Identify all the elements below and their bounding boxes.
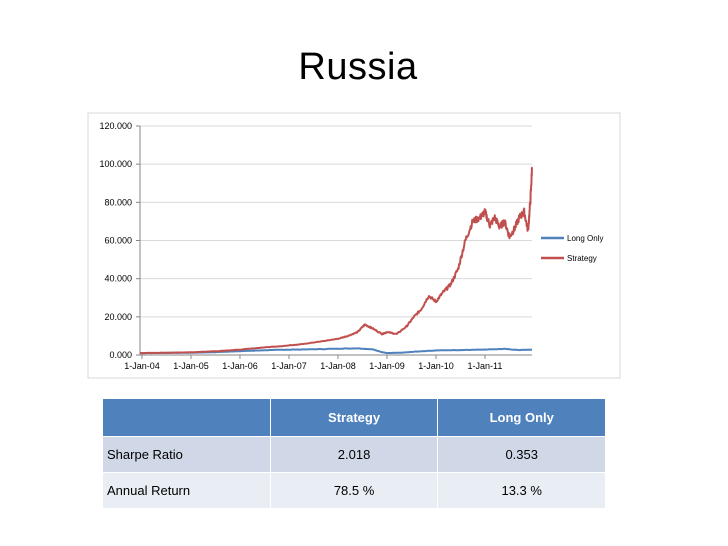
y-tick-label: 80.000 bbox=[104, 197, 132, 207]
legend-label: Long Only bbox=[567, 234, 603, 243]
chart-legend: Long Only Strategy bbox=[541, 234, 603, 263]
y-axis-ticks: 0.000 20.000 40.000 60.000 80.000 100.000 120.… bbox=[99, 121, 532, 360]
x-tick-label: 1-Jan-04 bbox=[124, 361, 160, 371]
x-tick-label: 1-Jan-11 bbox=[468, 361, 503, 371]
x-tick-label: 1-Jan-07 bbox=[271, 361, 307, 371]
row-label: Annual Return bbox=[102, 472, 271, 509]
series-line-long-only bbox=[140, 347, 533, 355]
row-label: Sharpe Ratio bbox=[102, 436, 271, 473]
cell-long-only: 0.353 bbox=[437, 436, 606, 473]
line-chart: 0.000 20.000 40.000 60.000 80.000 100.000 120.… bbox=[87, 112, 621, 379]
x-axis-ticks: 1-Jan-04 1-Jan-05 1-Jan-06 1-Jan-07 1-Jan-08… bbox=[124, 355, 502, 371]
chart-area-border bbox=[87, 112, 621, 379]
table-row-sharpe-ratio: Sharpe Ratio 2.018 0.353 bbox=[102, 436, 606, 473]
table-header-empty bbox=[102, 398, 271, 437]
x-tick-label: 1-Jan-05 bbox=[173, 361, 209, 371]
series-line-strategy bbox=[140, 166, 533, 355]
legend-label: Strategy bbox=[567, 254, 597, 263]
y-tick-label: 100.000 bbox=[99, 159, 132, 169]
x-tick-label: 1-Jan-10 bbox=[418, 361, 454, 371]
y-tick-label: 120.000 bbox=[99, 121, 132, 131]
table-row-annual-return: Annual Return 78.5 % 13.3 % bbox=[102, 472, 606, 509]
y-tick-label: 20.000 bbox=[104, 312, 132, 322]
x-tick-label: 1-Jan-06 bbox=[222, 361, 258, 371]
x-tick-label: 1-Jan-09 bbox=[369, 361, 405, 371]
slide-title: Russia bbox=[298, 46, 418, 88]
series-group bbox=[140, 166, 533, 355]
y-tick-label: 40.000 bbox=[104, 274, 132, 284]
table-header-strategy: Strategy bbox=[269, 398, 439, 437]
table-header-long-only: Long Only bbox=[437, 398, 606, 437]
y-tick-label: 60.000 bbox=[104, 236, 132, 246]
x-tick-label: 1-Jan-08 bbox=[320, 361, 356, 371]
table-header-row: Strategy Long Only bbox=[102, 398, 606, 437]
cell-strategy: 78.5 % bbox=[269, 472, 439, 509]
cell-long-only: 13.3 % bbox=[437, 472, 606, 509]
stats-table: Strategy Long Only Sharpe Ratio 2.018 0.… bbox=[102, 398, 606, 509]
y-tick-label: 0.000 bbox=[109, 350, 132, 360]
cell-strategy: 2.018 bbox=[269, 436, 439, 473]
